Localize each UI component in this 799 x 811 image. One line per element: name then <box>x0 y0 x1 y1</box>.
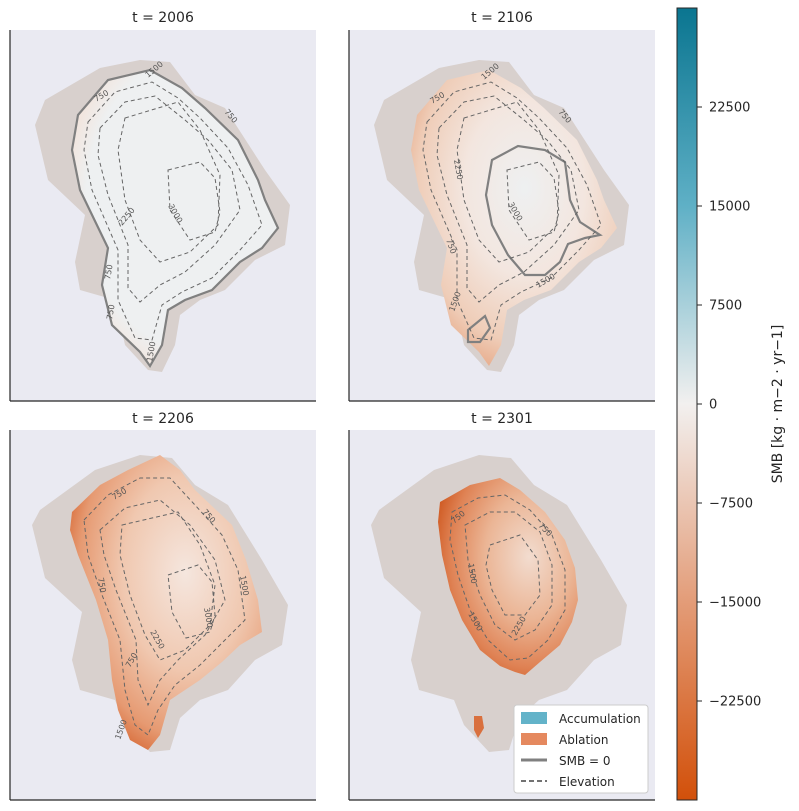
smb-zero-contour <box>484 144 603 277</box>
panel-title: t = 2006 <box>132 10 194 26</box>
contour-label: 750 <box>96 577 108 594</box>
colorbar-tick-label: −15000 <box>709 596 761 611</box>
colorbar-ticks: 22500 15000 7500 0 −7500 −15000 −22500 <box>697 101 761 710</box>
elevation-contour-2250 <box>117 101 221 263</box>
panel-2206: t = 2206 750 750 2250 3000 1500 750 1500… <box>9 411 316 801</box>
elevation-contour-750 <box>422 81 602 341</box>
colorbar-tick-label: 0 <box>709 398 717 413</box>
elevation-contour-750 <box>83 81 263 341</box>
panel-2106: t = 2106 750 1500 2250 3000 750 750 1500… <box>348 10 655 402</box>
legend-label: Ablation <box>559 733 609 747</box>
elevation-contour-2250 <box>456 101 560 263</box>
elevation-contour-1500 <box>436 95 580 303</box>
colorbar-tick-label: 22500 <box>709 101 750 116</box>
legend-swatch-accumulation <box>521 712 547 724</box>
legend-label: SMB = 0 <box>559 754 611 768</box>
contour-label: 750 <box>105 304 117 321</box>
ice-sheet-smb <box>70 455 262 750</box>
contour-label: 1500 <box>238 575 250 597</box>
colorbar-tick-label: −7500 <box>709 497 753 512</box>
panel-title: t = 2206 <box>132 411 194 427</box>
contour-label: 750 <box>103 264 115 281</box>
legend-swatch-ablation <box>521 733 547 745</box>
elevation-contour-3000 <box>167 161 221 241</box>
smb-zero-contour <box>70 68 280 369</box>
ice-remnant <box>474 716 484 738</box>
colorbar: 22500 15000 7500 0 −7500 −15000 −22500 SMB [kg… <box>676 7 786 801</box>
contour-label: 2250 <box>452 159 464 181</box>
colorbar-tick-label: −22500 <box>709 695 761 710</box>
panel-2006: t = 2006 750 1500 2250 3000 750 750 750 … <box>9 10 316 402</box>
panel-title: t = 2301 <box>471 411 533 427</box>
panel-2301: t = 2301 750 750 1500 2250 1500 Accumula… <box>348 411 655 801</box>
elevation-contour-1500 <box>97 95 241 303</box>
colorbar-gradient <box>676 7 698 801</box>
smb-zero-contour <box>466 314 492 344</box>
elevation-contour-1500 <box>99 499 226 707</box>
elevation-contour-750 <box>83 477 246 736</box>
panel-title: t = 2106 <box>471 10 533 26</box>
elevation-contour-2250 <box>485 534 541 616</box>
legend-label: Elevation <box>559 775 615 789</box>
elevation-contour-3000 <box>506 161 560 241</box>
colorbar-tick-label: 15000 <box>709 200 750 215</box>
contour-label: 1500 <box>145 341 157 363</box>
elevation-contour-1500 <box>464 511 553 641</box>
ice-sheet-smb <box>438 478 578 675</box>
legend-label: Accumulation <box>559 712 641 726</box>
legend-box <box>513 704 649 794</box>
elevation-contour-3000 <box>167 564 216 639</box>
contour-label: 1500 <box>466 563 478 585</box>
colorbar-tick-label: 7500 <box>709 299 742 314</box>
colorbar-label: SMB [kg · m−2 · yr−1] <box>770 325 786 484</box>
elevation-contour-750 <box>449 494 566 661</box>
legend: Accumulation Ablation SMB = 0 Elevation <box>513 704 649 794</box>
contour-label: 3000 <box>202 607 214 629</box>
